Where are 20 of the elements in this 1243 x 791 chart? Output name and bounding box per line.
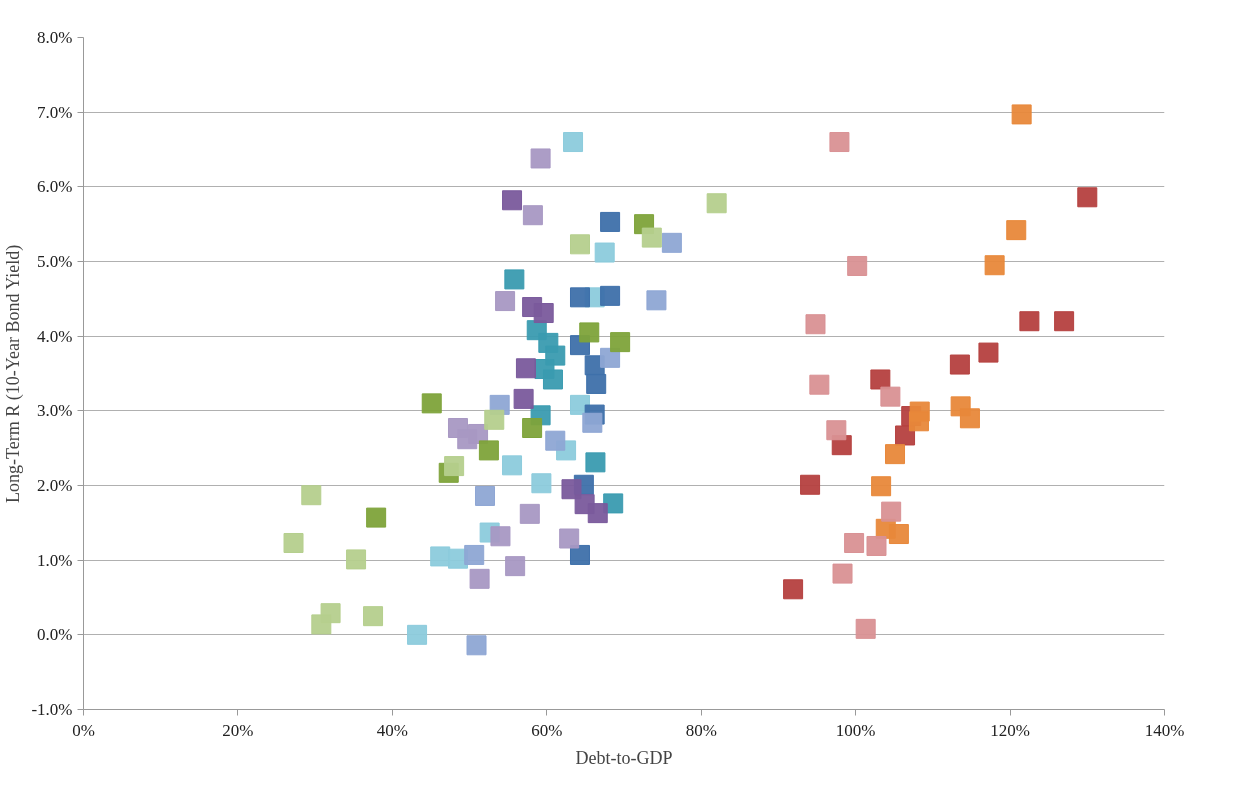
x-tick-label: 20% — [222, 720, 254, 740]
x-tick-label: 0% — [72, 720, 95, 740]
y-tick-label: 1.0% — [37, 550, 73, 570]
y-tick-label: 0.0% — [37, 625, 73, 645]
y-tick-label: 6.0% — [37, 177, 73, 197]
y-tick-label: 3.0% — [37, 401, 73, 421]
x-tick-label: 60% — [531, 720, 563, 740]
y-tick-label: 5.0% — [37, 252, 73, 271]
x-tick-label: 140% — [1144, 720, 1185, 740]
y-tick-label: -1.0% — [31, 700, 73, 719]
x-axis-title: Debt-to-GDP — [575, 747, 673, 768]
y-tick-label: 7.0% — [37, 102, 73, 122]
y-tick-label: 8.0% — [37, 28, 73, 47]
x-tick-label: 100% — [835, 720, 876, 740]
x-tick-label: 120% — [990, 720, 1030, 740]
x-tick-label: 80% — [685, 720, 717, 740]
x-tick-label: 40% — [376, 720, 408, 740]
y-tick-label: 4.0% — [37, 326, 73, 346]
y-axis-title: Long-Term R (10-Year Bond Yield) — [3, 244, 25, 503]
y-tick-label: 2.0% — [37, 476, 73, 495]
